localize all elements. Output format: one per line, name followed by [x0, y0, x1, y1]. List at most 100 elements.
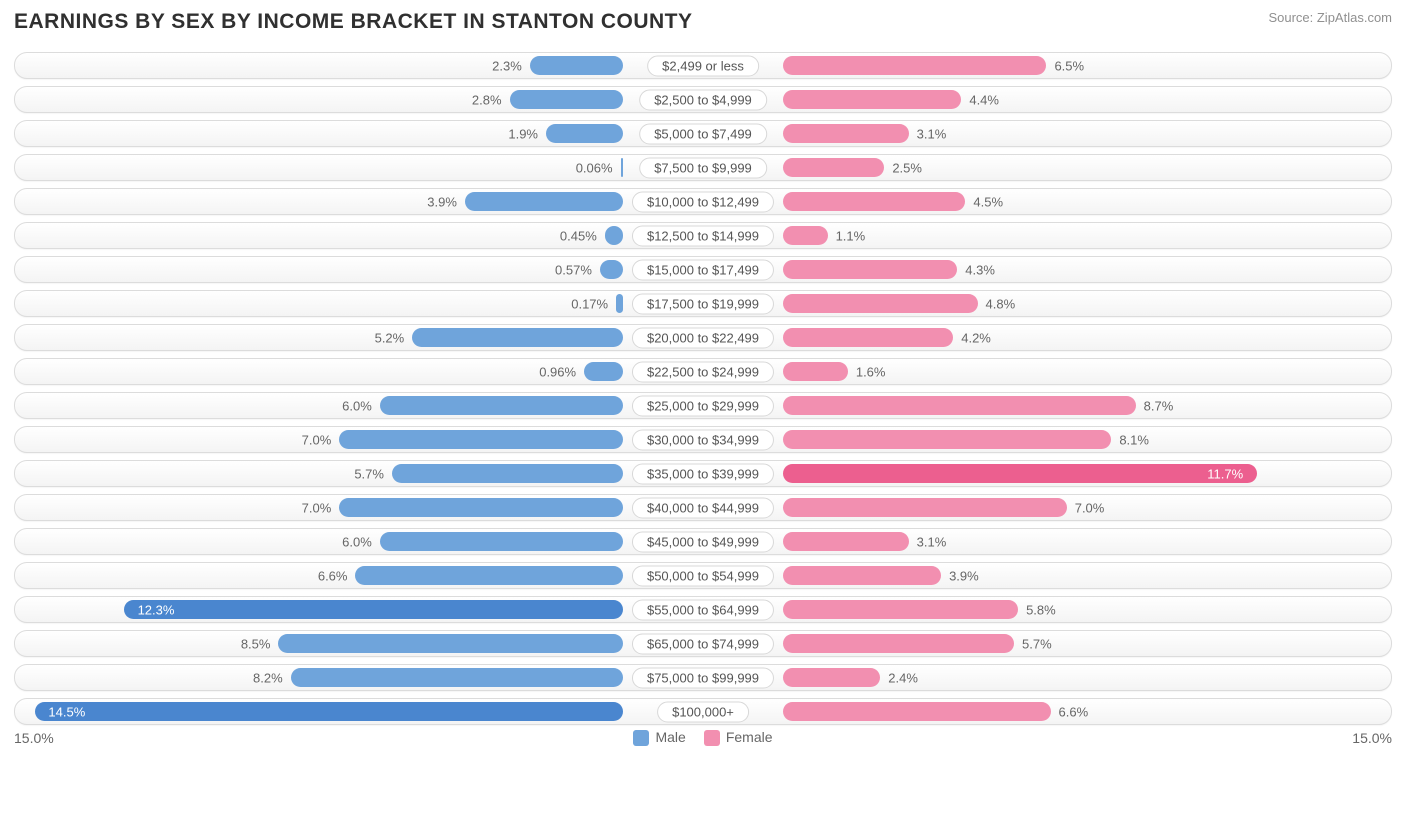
bracket-label: $30,000 to $34,999: [632, 429, 774, 450]
female-bar: [783, 226, 828, 245]
male-bar: [584, 362, 623, 381]
male-value: 0.17%: [571, 296, 608, 311]
female-value: 1.6%: [856, 364, 886, 379]
chart-row: 0.17%4.8%$17,500 to $19,999: [14, 290, 1392, 317]
bracket-label: $45,000 to $49,999: [632, 531, 774, 552]
header: EARNINGS BY SEX BY INCOME BRACKET IN STA…: [14, 10, 1392, 34]
chart-row: 6.6%3.9%$50,000 to $54,999: [14, 562, 1392, 589]
female-value: 4.4%: [969, 92, 999, 107]
male-bar: [380, 532, 623, 551]
male-bar: [380, 396, 623, 415]
chart-row: 8.2% 2.4% $75,000 to $99,999: [14, 664, 1392, 691]
bracket-label: $25,000 to $29,999: [632, 395, 774, 416]
female-value: 11.7%: [1207, 466, 1243, 481]
butterfly-chart: 2.3%6.5%$2,499 or less2.8%4.4%$2,500 to …: [14, 52, 1392, 725]
male-value: 5.7%: [354, 466, 384, 481]
female-value: 3.1%: [917, 534, 947, 549]
bracket-label: $12,500 to $14,999: [632, 225, 774, 246]
bracket-label: $65,000 to $74,999: [632, 633, 774, 654]
chart-row: 1.9%3.1%$5,000 to $7,499: [14, 120, 1392, 147]
bracket-label: $20,000 to $22,499: [632, 327, 774, 348]
male-bar: [465, 192, 623, 211]
female-bar: [783, 124, 909, 143]
chart-row: 6.0% 3.1% $45,000 to $49,999: [14, 528, 1392, 555]
male-value: 1.9%: [508, 126, 538, 141]
male-value: 0.45%: [560, 228, 597, 243]
bracket-label: $15,000 to $17,499: [632, 259, 774, 280]
female-bar: [783, 90, 961, 109]
female-value: 6.5%: [1054, 58, 1084, 73]
male-bar: [510, 90, 623, 109]
legend-male-label: Male: [655, 729, 685, 745]
male-bar: [616, 294, 623, 313]
male-bar: [278, 634, 623, 653]
male-bar: [392, 464, 623, 483]
bracket-label: $7,500 to $9,999: [639, 157, 767, 178]
chart-footer: 15.0% Male Female 15.0%: [14, 729, 1392, 746]
female-value: 8.7%: [1144, 398, 1174, 413]
bracket-label: $100,000+: [657, 701, 749, 722]
bracket-label: $10,000 to $12,499: [632, 191, 774, 212]
chart-row: 0.06% 2.5% $7,500 to $9,999: [14, 154, 1392, 181]
female-value: 5.7%: [1022, 636, 1052, 651]
female-bar: [783, 634, 1014, 653]
male-value: 12.3%: [138, 602, 175, 617]
female-value: 4.2%: [961, 330, 991, 345]
female-bar: [783, 328, 953, 347]
male-value: 8.2%: [253, 670, 283, 685]
female-value: 4.3%: [965, 262, 995, 277]
axis-right-max: 15.0%: [1352, 730, 1392, 746]
chart-row: 0.57% 4.3% $15,000 to $17,499: [14, 256, 1392, 283]
male-value: 2.8%: [472, 92, 502, 107]
legend: Male Female: [633, 729, 772, 746]
chart-row: 14.5%6.6%$100,000+: [14, 698, 1392, 725]
female-value: 2.4%: [888, 670, 918, 685]
male-value: 0.06%: [576, 160, 613, 175]
male-value: 0.57%: [555, 262, 592, 277]
chart-row: 12.3%5.8%$55,000 to $64,999: [14, 596, 1392, 623]
male-value: 0.96%: [539, 364, 576, 379]
male-value: 3.9%: [427, 194, 457, 209]
female-bar: [783, 498, 1067, 517]
male-value: 7.0%: [302, 500, 332, 515]
female-bar: [783, 600, 1018, 619]
male-bar: [291, 668, 623, 687]
legend-female-label: Female: [726, 729, 773, 745]
chart-row: 2.8%4.4%$2,500 to $4,999: [14, 86, 1392, 113]
female-value: 2.5%: [892, 160, 922, 175]
bracket-label: $22,500 to $24,999: [632, 361, 774, 382]
male-bar: [35, 702, 623, 721]
male-bar: [621, 158, 623, 177]
female-value: 1.1%: [836, 228, 866, 243]
bracket-label: $5,000 to $7,499: [639, 123, 767, 144]
male-bar: [605, 226, 623, 245]
bracket-label: $35,000 to $39,999: [632, 463, 774, 484]
source-label: Source: ZipAtlas.com: [1268, 10, 1392, 25]
chart-row: 7.0%8.1%$30,000 to $34,999: [14, 426, 1392, 453]
bracket-label: $75,000 to $99,999: [632, 667, 774, 688]
male-bar: [339, 430, 623, 449]
male-bar: [355, 566, 623, 585]
female-value: 3.9%: [949, 568, 979, 583]
bracket-label: $17,500 to $19,999: [632, 293, 774, 314]
chart-row: 8.5%5.7%$65,000 to $74,999: [14, 630, 1392, 657]
female-value: 4.5%: [973, 194, 1003, 209]
male-value: 6.6%: [318, 568, 348, 583]
male-value: 6.0%: [342, 534, 372, 549]
chart-row: 5.7% 11.7% $35,000 to $39,999: [14, 460, 1392, 487]
male-bar: [546, 124, 623, 143]
male-bar: [600, 260, 623, 279]
female-bar: [783, 56, 1046, 75]
female-swatch-icon: [704, 730, 720, 746]
legend-male: Male: [633, 729, 685, 746]
female-value: 6.6%: [1059, 704, 1089, 719]
female-bar: [783, 396, 1136, 415]
bracket-label: $2,499 or less: [647, 55, 759, 76]
legend-female: Female: [704, 729, 773, 746]
male-bar: [124, 600, 623, 619]
male-bar: [530, 56, 623, 75]
female-bar: [783, 430, 1111, 449]
chart-row: 7.0%7.0%$40,000 to $44,999: [14, 494, 1392, 521]
bracket-label: $55,000 to $64,999: [632, 599, 774, 620]
male-value: 6.0%: [342, 398, 372, 413]
